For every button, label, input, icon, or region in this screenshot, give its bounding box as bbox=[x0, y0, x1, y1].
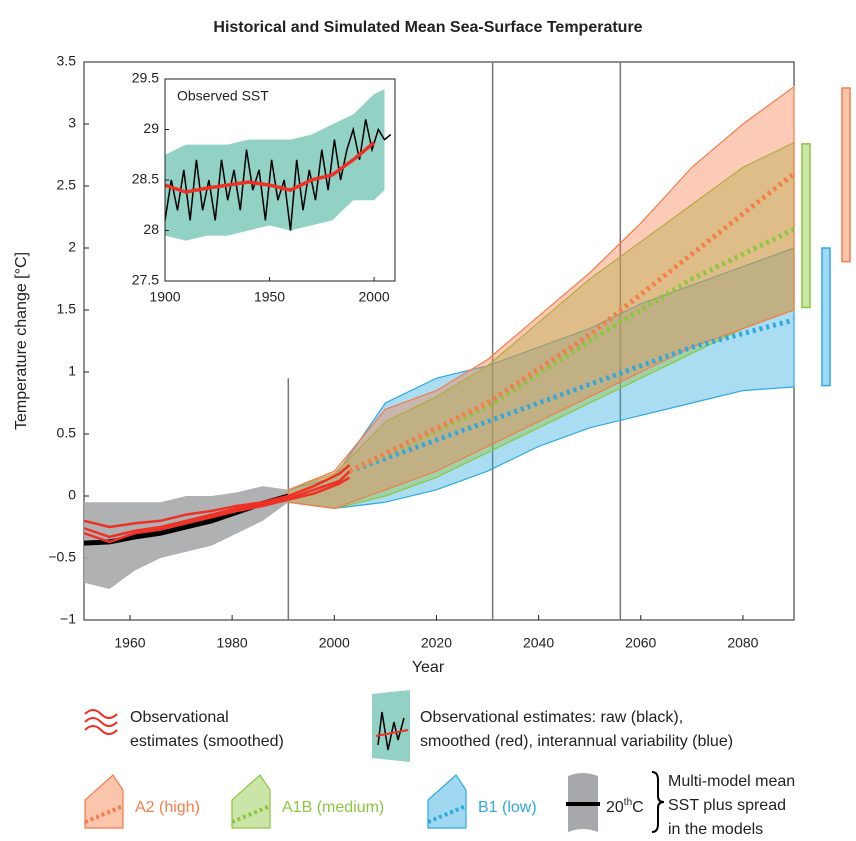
inset-raw-line bbox=[164, 119, 392, 231]
inset-x-tick-label: 1950 bbox=[254, 289, 285, 305]
x-tick-label: 2080 bbox=[727, 635, 758, 651]
legend-label: Observational bbox=[130, 709, 229, 726]
legend-label-part: 20 bbox=[606, 799, 624, 816]
legend-note: in the models bbox=[668, 821, 763, 838]
legend-icon-scenario-mean bbox=[231, 804, 271, 824]
likely-range-bar bbox=[841, 87, 851, 263]
legend-icon-scenario bbox=[84, 774, 124, 829]
x-tick-label: 2020 bbox=[421, 635, 452, 651]
legend-label-part: C bbox=[632, 799, 644, 816]
y-tick-label: 3.5 bbox=[57, 53, 77, 69]
legend-icon-observations bbox=[84, 725, 118, 735]
legend-label: A2 (high) bbox=[135, 799, 200, 816]
legend-note: SST plus spread bbox=[668, 797, 786, 814]
likely-range-bar bbox=[821, 247, 831, 387]
legend-icon-scenario bbox=[231, 774, 271, 829]
legend-label-part: th bbox=[624, 797, 632, 808]
legend-label: estimates (smoothed) bbox=[130, 733, 284, 750]
observation-line bbox=[83, 464, 351, 529]
inset-y-tick-label: 27.5 bbox=[132, 272, 159, 288]
inset-title: Observed SST bbox=[177, 88, 269, 104]
inset-y-tick-label: 28.5 bbox=[132, 171, 159, 187]
inset-y-tick-label: 29.5 bbox=[132, 70, 159, 86]
scenario-mean bbox=[348, 317, 795, 474]
legend-label: Observational estimates: raw (black), bbox=[420, 709, 683, 726]
y-tick-label: 0.5 bbox=[57, 425, 77, 441]
x-tick-label: 2060 bbox=[625, 635, 656, 651]
inset-smooth-line bbox=[164, 141, 376, 194]
chart-title: Historical and Simulated Mean Sea-Surfac… bbox=[213, 19, 642, 36]
legend-icon-inset-smooth bbox=[375, 729, 409, 737]
x-axis-title: Year bbox=[412, 659, 445, 676]
y-tick-label: 0 bbox=[68, 487, 76, 503]
y-tick-label: 1.5 bbox=[57, 301, 77, 317]
legend-label: smoothed (red), interannual variability … bbox=[420, 733, 733, 750]
model-spread-20c bbox=[84, 486, 289, 589]
observation-line bbox=[83, 470, 351, 539]
x-tick-label: 1980 bbox=[217, 635, 248, 651]
inset-variability-band bbox=[165, 89, 385, 241]
scenario-mean bbox=[348, 171, 796, 474]
legend-icon-scenario-mean bbox=[427, 804, 467, 824]
y-axis-title: Temperature change [°C] bbox=[13, 252, 30, 430]
legend-icon-observations bbox=[84, 717, 118, 727]
legend-label: A1B (medium) bbox=[282, 799, 384, 816]
inset-x-tick-label: 1900 bbox=[149, 289, 180, 305]
y-tick-label: 2.5 bbox=[57, 177, 77, 193]
y-tick-label: 1 bbox=[68, 363, 76, 379]
legend-label: B1 (low) bbox=[478, 799, 537, 816]
inset-x-tick-label: 2000 bbox=[359, 289, 390, 305]
legend-note: Multi-model mean bbox=[668, 773, 795, 790]
y-tick-label: 3 bbox=[68, 115, 76, 131]
y-tick-label: −1 bbox=[60, 611, 76, 627]
brace bbox=[651, 771, 665, 833]
likely-range-bar bbox=[801, 143, 811, 309]
inset-y-tick-label: 29 bbox=[143, 120, 159, 136]
y-tick-label: 2 bbox=[68, 239, 76, 255]
legend-label: 20thC bbox=[606, 797, 644, 817]
scenario-spread bbox=[287, 85, 795, 510]
scenario-mean bbox=[348, 227, 796, 474]
observation-line bbox=[83, 476, 351, 544]
x-tick-label: 1960 bbox=[114, 635, 145, 651]
legend-icon-scenario-mean bbox=[84, 804, 124, 824]
x-tick-label: 2040 bbox=[523, 635, 554, 651]
legend-icon-scenario bbox=[427, 774, 467, 829]
inset-y-tick-label: 28 bbox=[143, 221, 159, 237]
legend-icon-observations bbox=[84, 709, 118, 719]
legend-icon-inset bbox=[372, 690, 410, 762]
legend-icon-inset-raw bbox=[377, 711, 405, 751]
y-tick-label: −0.5 bbox=[48, 549, 76, 565]
x-tick-label: 2000 bbox=[319, 635, 350, 651]
